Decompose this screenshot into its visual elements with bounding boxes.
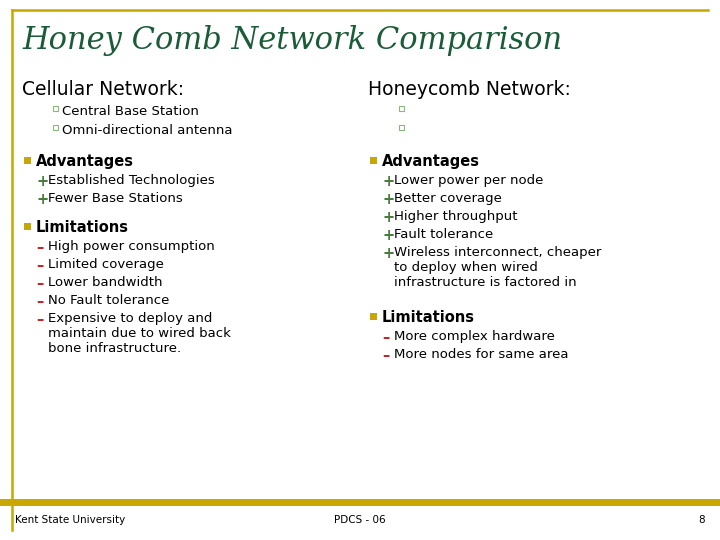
Text: –: – [36, 294, 43, 309]
Text: –: – [36, 258, 43, 273]
Text: –: – [36, 240, 43, 255]
Text: Fewer Base Stations: Fewer Base Stations [48, 192, 183, 205]
Bar [398, 125, 403, 130]
Text: Honey Comb Network Comparison: Honey Comb Network Comparison [22, 25, 562, 56]
Text: Limitations: Limitations [382, 310, 475, 326]
Text: –: – [36, 276, 43, 291]
Bar [24, 223, 30, 230]
Text: No Fault tolerance: No Fault tolerance [48, 294, 169, 307]
Bar [53, 106, 58, 111]
Text: +: + [36, 192, 48, 207]
Text: More complex hardware: More complex hardware [394, 330, 555, 343]
Text: +: + [382, 173, 394, 188]
Text: Advantages: Advantages [36, 154, 134, 169]
Bar [398, 106, 403, 111]
Text: –: – [36, 312, 43, 327]
Text: Omni-directional antenna: Omni-directional antenna [62, 124, 233, 137]
Text: Limitations: Limitations [36, 220, 129, 235]
Text: +: + [382, 192, 394, 207]
Text: High power consumption: High power consumption [48, 240, 215, 253]
Text: Established Technologies: Established Technologies [48, 173, 215, 187]
Bar [369, 157, 377, 164]
Text: Higher throughput: Higher throughput [394, 210, 518, 222]
Text: Lower bandwidth: Lower bandwidth [48, 276, 163, 289]
Text: Kent State University: Kent State University [15, 515, 125, 525]
Text: Better coverage: Better coverage [394, 192, 502, 205]
Text: +: + [36, 173, 48, 188]
Text: More nodes for same area: More nodes for same area [394, 348, 569, 361]
Text: –: – [382, 330, 390, 345]
Text: 8: 8 [698, 515, 705, 525]
Text: Limited coverage: Limited coverage [48, 258, 164, 271]
Text: Lower power per node: Lower power per node [394, 173, 544, 187]
Bar [369, 313, 377, 320]
Text: –: – [382, 348, 390, 363]
Text: Cellular Network:: Cellular Network: [22, 80, 184, 99]
Text: Honeycomb Network:: Honeycomb Network: [368, 80, 571, 99]
Text: +: + [382, 227, 394, 242]
Text: Central Base Station: Central Base Station [62, 105, 199, 118]
Text: +: + [382, 246, 394, 261]
Bar [24, 157, 30, 164]
Text: Wireless interconnect, cheaper
to deploy when wired
infrastructure is factored i: Wireless interconnect, cheaper to deploy… [394, 246, 601, 288]
Text: Advantages: Advantages [382, 154, 480, 169]
Text: Expensive to deploy and
maintain due to wired back
bone infrastructure.: Expensive to deploy and maintain due to … [48, 312, 231, 355]
Text: Fault tolerance: Fault tolerance [394, 227, 493, 241]
Bar [53, 125, 58, 130]
Text: PDCS - 06: PDCS - 06 [334, 515, 386, 525]
Text: +: + [382, 210, 394, 225]
